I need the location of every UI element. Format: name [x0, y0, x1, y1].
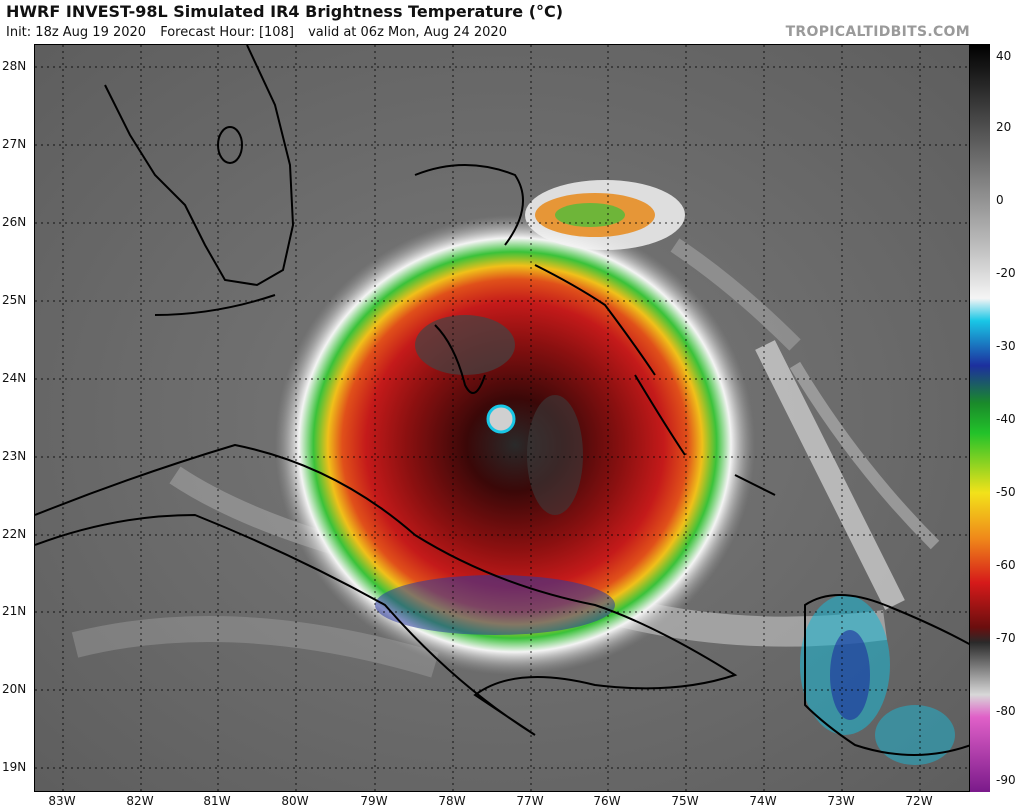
forecast-hour: Forecast Hour: [108] [160, 25, 294, 40]
cat-island [634, 374, 686, 456]
colorbar-tick: -70 [996, 631, 1016, 645]
init-time: Init: 18z Aug 19 2020 [6, 25, 147, 40]
colorbar-tick: -80 [996, 704, 1016, 718]
florida-coast [104, 45, 295, 287]
lat-label: 22N [2, 527, 27, 541]
eleuthera-island [534, 264, 656, 376]
lon-label: 75W [671, 794, 699, 808]
lat-label: 19N [2, 760, 27, 774]
colorbar-tick: 0 [996, 193, 1004, 207]
lat-label: 23N [2, 449, 27, 463]
andros-island [434, 324, 486, 394]
colorbar-tick: -60 [996, 558, 1016, 572]
source-credit: TROPICALTIDBITS.COM [785, 24, 970, 40]
lon-label: 81W [203, 794, 231, 808]
colorbar-tick: 20 [996, 120, 1011, 134]
lat-label: 20N [2, 682, 27, 696]
lon-label: 73W [827, 794, 855, 808]
turks-caicos [734, 474, 776, 496]
colorbar-tick: -30 [996, 339, 1016, 353]
lat-label: 21N [2, 604, 27, 618]
satellite-map [34, 44, 970, 792]
lon-label: 83W [48, 794, 76, 808]
lon-label: 80W [281, 794, 309, 808]
lon-label: 82W [126, 794, 154, 808]
colorbar-tick: -40 [996, 412, 1016, 426]
valid-time: valid at 06z Mon, Aug 24 2020 [308, 25, 507, 40]
forecast-info: Init: 18z Aug 19 2020 Forecast Hour: [10… [6, 25, 517, 40]
colorbar-gradient [970, 44, 990, 792]
lat-label: 24N [2, 371, 27, 385]
colorbar-tick: -20 [996, 266, 1016, 280]
florida-keys [154, 294, 276, 316]
lon-label: 76W [593, 794, 621, 808]
hispaniola-coast [804, 594, 969, 756]
chart-title: HWRF INVEST-98L Simulated IR4 Brightness… [6, 2, 564, 21]
colorbar-tick: 40 [996, 49, 1011, 63]
hurricane-eye [486, 404, 516, 434]
lon-label: 72W [905, 794, 933, 808]
temperature-colorbar: 40 20 0 -20 -30 -40 -50 -60 -70 -80 -90 [970, 44, 1016, 792]
gridlines [35, 45, 969, 791]
lon-label: 77W [516, 794, 544, 808]
lat-label: 26N [2, 215, 27, 229]
colorbar-tick: -90 [996, 773, 1016, 787]
lat-label: 28N [2, 59, 27, 73]
abaco-island [414, 164, 524, 246]
lat-label: 25N [2, 293, 27, 307]
lon-label: 74W [749, 794, 777, 808]
hispaniola-clouds [800, 595, 955, 765]
coastlines [35, 45, 969, 756]
lon-label: 79W [360, 794, 388, 808]
cuba-coast [35, 443, 738, 736]
map-canvas [35, 45, 969, 791]
hurricane-cloud-mass [275, 180, 755, 675]
lake-okeechobee [217, 126, 243, 164]
colorbar-tick: -50 [996, 485, 1016, 499]
lat-label: 27N [2, 137, 27, 151]
lon-label: 78W [438, 794, 466, 808]
